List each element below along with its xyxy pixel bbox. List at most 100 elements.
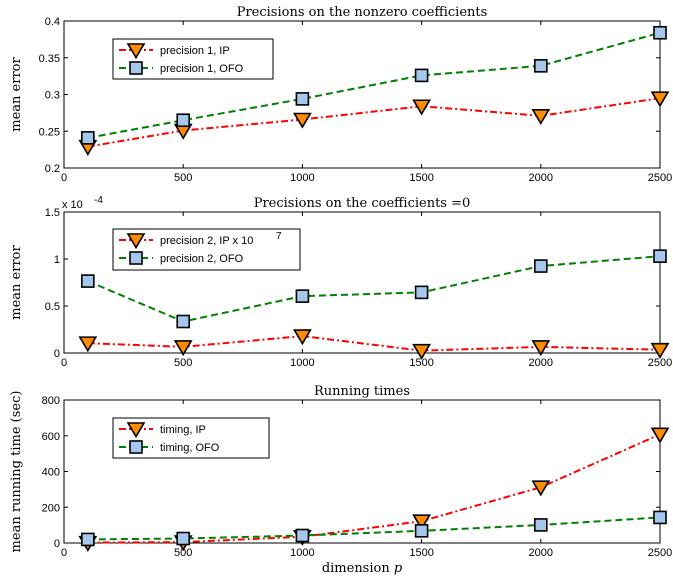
chart-title: Precisions on the coefficients =0 — [254, 196, 471, 211]
legend-marker-ofo — [129, 251, 143, 265]
x-tick-label: 1500 — [409, 357, 433, 369]
legend-label-ip: precision 1, IP — [160, 45, 230, 57]
chart-title: Precisions on the nonzero coefficients — [237, 5, 488, 20]
y-axis: 0 200 400 600 800 — [42, 395, 660, 550]
series-ofo — [81, 510, 667, 547]
x-tick-label: 1000 — [290, 357, 314, 369]
x-tick-label: 500 — [174, 547, 192, 559]
x-tick-label: 2500 — [648, 172, 672, 184]
y-tick-label: 1 — [54, 254, 60, 266]
legend: timing, IP timing, OFO — [112, 417, 270, 459]
data-point-ofo — [653, 25, 667, 40]
y-axis-exponent: x 10 — [62, 199, 83, 211]
legend-marker-ofo — [129, 440, 143, 454]
y-tick-label: 0.4 — [45, 16, 60, 28]
legend: precision 2, IP x 10 7 precision 2, OFO — [112, 228, 301, 271]
legend-marker-ip — [126, 43, 146, 60]
x-axis: 0 500 1000 1500 2000 2500 — [61, 21, 672, 184]
x-tick-label: 0 — [61, 357, 67, 369]
legend-label-ip: timing, IP — [160, 424, 206, 436]
x-tick-label: 1500 — [409, 547, 433, 559]
y-tick-label: 0.5 — [45, 301, 60, 313]
series-ofo — [81, 249, 667, 329]
data-point-ofo — [414, 524, 429, 538]
x-tick-label: 1000 — [290, 172, 314, 184]
data-point-ip — [650, 427, 670, 444]
data-point-ip — [531, 340, 551, 357]
data-point-ip — [412, 99, 431, 116]
y-tick-label: 600 — [42, 431, 60, 443]
data-point-ip — [412, 514, 431, 531]
x-axis: 0 500 1000 1500 2000 2500 — [61, 212, 672, 369]
data-point-ofo — [295, 92, 310, 106]
data-point-ip — [412, 343, 431, 360]
legend: precision 1, IP precision 1, OFO — [112, 38, 274, 80]
legend-label-ofo: precision 1, OFO — [160, 63, 244, 75]
data-point-ofo — [414, 285, 429, 300]
x-tick-label: 1000 — [290, 547, 314, 559]
x-axis: 0 500 1000 1500 2000 2500 — [61, 400, 672, 559]
data-point-ofo — [176, 531, 190, 546]
y-tick-label: 0.2 — [45, 163, 60, 175]
data-point-ofo — [653, 510, 667, 525]
data-point-ofo — [533, 259, 548, 273]
y-axis: 0.2 0.25 0.3 0.35 0.4 — [39, 16, 660, 175]
data-point-ofo — [533, 518, 548, 532]
x-tick-label: 0 — [61, 172, 67, 184]
series-line-ofo — [87, 516, 661, 541]
series-line-ip — [87, 335, 661, 352]
y-tick-label: 400 — [42, 467, 60, 479]
y-tick-label: 1.5 — [45, 207, 60, 219]
data-point-ip — [650, 91, 670, 108]
data-point-ip — [173, 340, 193, 357]
data-point-ip — [650, 342, 670, 359]
y-tick-label: 0.35 — [39, 53, 60, 65]
y-axis-exponent-power: -4 — [94, 195, 103, 206]
x-tick-label: 2500 — [648, 547, 672, 559]
x-axis-label: dimension p — [322, 561, 403, 576]
series-line-ip — [87, 97, 661, 148]
data-point-ip — [78, 336, 98, 353]
x-tick-label: 2500 — [648, 357, 672, 369]
series-ofo — [81, 25, 667, 145]
series-ip — [78, 329, 670, 360]
legend-label-ofo: timing, OFO — [160, 442, 220, 454]
legend-marker-ip — [126, 233, 146, 250]
series-line-ofo — [87, 31, 661, 139]
data-point-ofo — [414, 68, 429, 83]
y-tick-label: 0 — [54, 538, 60, 550]
data-point-ofo — [295, 528, 310, 543]
y-axis-label: mean error — [9, 57, 24, 132]
y-axis-label: mean running time (sec) — [9, 391, 24, 553]
data-point-ofo — [533, 59, 548, 73]
legend-marker-ofo — [129, 61, 143, 75]
chart-title: Running times — [314, 384, 410, 399]
x-tick-label: 500 — [174, 357, 192, 369]
y-tick-label: 200 — [42, 502, 60, 514]
chart-panel-3: Running times mean running time (sec) 0 500… — [9, 384, 672, 559]
data-point-ip — [531, 109, 551, 125]
chart-panel-2: Precisions on the coefficients =0 mean er… — [9, 195, 672, 369]
series-line-ofo — [87, 255, 661, 323]
data-point-ofo — [81, 532, 95, 547]
x-tick-label: 2000 — [529, 172, 553, 184]
x-axis-label-text: dimension — [322, 561, 394, 576]
legend-label-ip: precision 2, IP x 10 — [160, 235, 253, 247]
x-tick-label: 2000 — [529, 357, 553, 369]
data-point-ofo — [81, 131, 95, 145]
data-point-ofo — [176, 314, 190, 329]
series-line-ip — [87, 433, 661, 544]
data-point-ip — [293, 329, 312, 346]
x-tick-label: 500 — [174, 172, 192, 184]
data-point-ofo — [81, 274, 95, 288]
y-tick-label: 0.25 — [39, 126, 60, 138]
x-tick-label: 2000 — [529, 547, 553, 559]
y-tick-label: 800 — [42, 395, 60, 407]
chart-panel-1: Precisions on the nonzero coefficients me… — [9, 5, 672, 184]
data-point-ofo — [653, 249, 667, 263]
y-axis: 0 0.5 1 1.5 — [45, 207, 660, 360]
legend-box — [112, 228, 301, 271]
legend-label-ofo: precision 2, OFO — [160, 253, 244, 265]
legend-superscript: 7 — [276, 231, 282, 242]
y-axis-label: mean error — [9, 245, 24, 320]
